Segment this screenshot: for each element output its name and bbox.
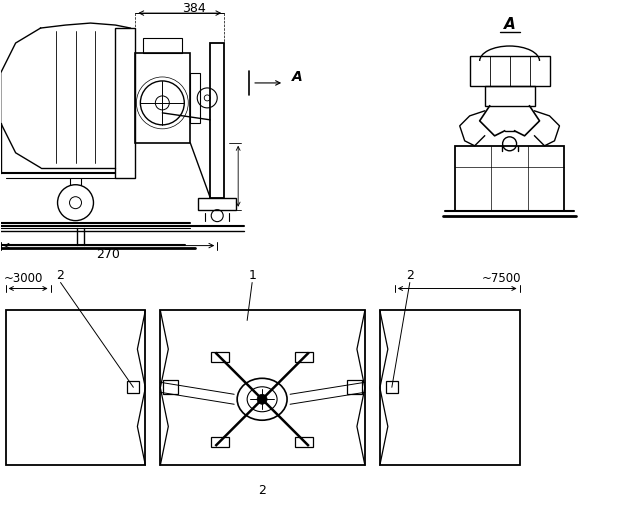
Text: ~3000: ~3000 [4,272,43,285]
Bar [116,28,135,178]
Bar [135,53,190,143]
Text: 1: 1 [248,269,256,282]
Bar [386,381,398,393]
Bar [455,146,565,211]
Text: 2: 2 [57,269,65,282]
Bar [470,56,549,86]
Circle shape [257,394,267,404]
Bar [211,352,229,362]
Bar [144,38,182,53]
Bar [485,86,535,106]
Text: A: A [291,70,302,84]
Bar [190,73,200,123]
Bar [210,43,224,198]
Bar [163,380,178,394]
Bar [160,310,365,465]
Bar [295,352,314,362]
Bar [380,310,519,465]
Bar [295,437,314,447]
Text: 2: 2 [406,269,414,282]
Text: 384: 384 [182,2,206,15]
Bar [211,437,229,447]
Bar [6,310,145,465]
Text: A: A [504,16,516,32]
Text: 270: 270 [97,248,121,261]
Bar [347,380,362,394]
Text: 2: 2 [258,483,266,497]
Bar [128,381,139,393]
Text: ~7500: ~7500 [482,272,521,285]
Bar [198,198,236,210]
